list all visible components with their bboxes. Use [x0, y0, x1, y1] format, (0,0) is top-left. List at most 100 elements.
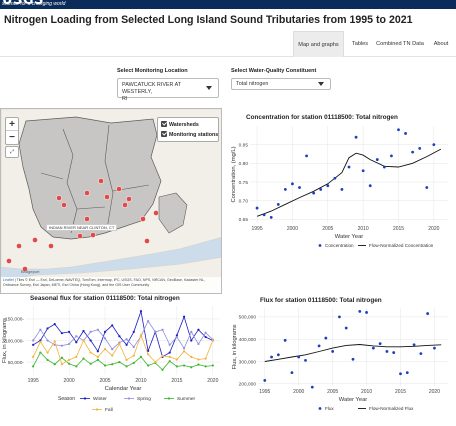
data-point	[269, 216, 273, 219]
data-point	[132, 345, 135, 349]
legend-label: Flow-Normalized Concentration	[369, 243, 434, 248]
data-point	[132, 330, 135, 333]
data-point	[53, 323, 56, 326]
data-point	[139, 355, 143, 358]
data-point	[211, 339, 214, 342]
data-point	[125, 343, 128, 346]
data-point	[297, 355, 301, 359]
data-point	[312, 191, 316, 195]
x-tick-label: 2000	[287, 226, 298, 232]
data-point	[60, 344, 64, 347]
tab-map-and-graphs[interactable]: Map and graphs	[293, 31, 344, 57]
data-point	[46, 339, 49, 342]
data-point	[175, 358, 178, 361]
leaflet-link[interactable]: Leaflet	[3, 278, 14, 282]
layer-monitoring-stations[interactable]: Monitoring stations	[161, 130, 218, 140]
data-point	[331, 350, 335, 353]
usgs-banner: USGS science for a changing world	[0, 0, 456, 9]
fullscreen-button[interactable]: ⤢	[5, 146, 19, 158]
data-point	[283, 338, 287, 342]
data-point	[368, 184, 372, 188]
concentration-chart: 1995 2000 2005 2010 2015 2020 0.65 0.70 0.75 0.80…	[231, 126, 448, 248]
x-tick-label: 2005	[327, 389, 338, 395]
y-axis-label: Flux, in kilograms	[232, 324, 238, 369]
data-point	[204, 331, 207, 334]
data-point	[39, 328, 42, 331]
data-point	[197, 363, 200, 366]
x-tick-label: 2010	[361, 389, 372, 395]
plot-area	[250, 126, 448, 223]
data-point	[197, 328, 200, 331]
data-point	[168, 343, 171, 346]
data-point	[175, 365, 178, 368]
data-point	[397, 128, 400, 132]
x-tick-label: 1995	[259, 389, 270, 395]
data-point	[283, 188, 287, 191]
data-point	[317, 344, 321, 348]
data-point	[419, 352, 423, 356]
layer-watersheds[interactable]: Watersheds	[161, 120, 215, 130]
checkbox-icon[interactable]	[161, 131, 167, 137]
legend-marker	[83, 397, 87, 400]
data-point	[204, 357, 207, 360]
location-select[interactable]: PAWCATUCK RIVER AT WESTERLY, RI	[117, 78, 219, 102]
data-point	[411, 150, 415, 154]
data-point	[378, 342, 382, 346]
constituent-select[interactable]: Total nitrogen	[231, 78, 331, 90]
data-point	[39, 351, 42, 354]
data-point	[182, 315, 186, 318]
x-tick-label: 2020	[207, 378, 218, 384]
station-markers[interactable]	[6, 178, 159, 272]
data-point	[333, 176, 337, 180]
map-basemap[interactable]: Bridgeport Long Island	[1, 109, 222, 294]
x-tick-label: 2015	[395, 389, 406, 395]
x-axis-label: Water Year	[335, 234, 364, 240]
data-point	[204, 335, 207, 339]
data-point	[365, 311, 368, 314]
data-point	[154, 330, 157, 333]
map-panel[interactable]: Bridgeport Long Island + − ⤢ Watersheds …	[0, 108, 222, 294]
constituent-select-value: Total nitrogen	[236, 81, 269, 87]
data-point	[147, 353, 150, 356]
tab-about[interactable]: About	[433, 41, 449, 47]
data-point	[371, 346, 375, 350]
legend-marker	[95, 408, 99, 411]
y-tick-label: 400,000	[239, 337, 257, 343]
data-point	[354, 135, 358, 139]
data-point	[125, 365, 128, 368]
data-point	[304, 358, 307, 362]
data-point	[412, 343, 416, 347]
data-point	[182, 347, 186, 350]
x-tick-label: 2010	[135, 378, 146, 384]
series-line	[32, 320, 214, 350]
attribution-text: | Tiles © Esri — Esri, DeLorme, NAVTEQ, …	[3, 278, 205, 287]
chevron-down-icon	[206, 86, 212, 90]
data-point	[190, 339, 193, 342]
data-point	[96, 358, 99, 362]
zoom-out-button[interactable]: −	[9, 132, 15, 143]
data-point	[190, 355, 193, 358]
data-point	[32, 365, 35, 368]
data-point	[68, 342, 71, 346]
zoom-in-button[interactable]: +	[6, 118, 18, 131]
data-point	[276, 353, 280, 357]
data-point	[211, 364, 214, 367]
watershed-region-east[interactable]	[158, 192, 188, 234]
data-point	[75, 335, 78, 338]
tab-tables[interactable]: Tables	[351, 41, 369, 47]
data-point	[204, 365, 207, 368]
y-tick-label: 500,000	[239, 315, 257, 321]
checkbox-icon[interactable]	[161, 121, 167, 127]
tab-combined-tn-data[interactable]: Combined TN Data	[376, 41, 424, 47]
data-point	[351, 357, 355, 361]
data-point	[161, 354, 164, 358]
data-point	[82, 339, 85, 342]
data-point	[319, 188, 323, 191]
data-point	[111, 363, 114, 366]
usgs-logo[interactable]: USGS	[2, 0, 44, 8]
data-point	[147, 349, 150, 352]
y-tick-label: 150,000-	[5, 317, 24, 323]
data-point	[125, 338, 128, 341]
watershed-region[interactable]	[18, 116, 162, 240]
y-tick-label: 300,000	[239, 359, 257, 365]
